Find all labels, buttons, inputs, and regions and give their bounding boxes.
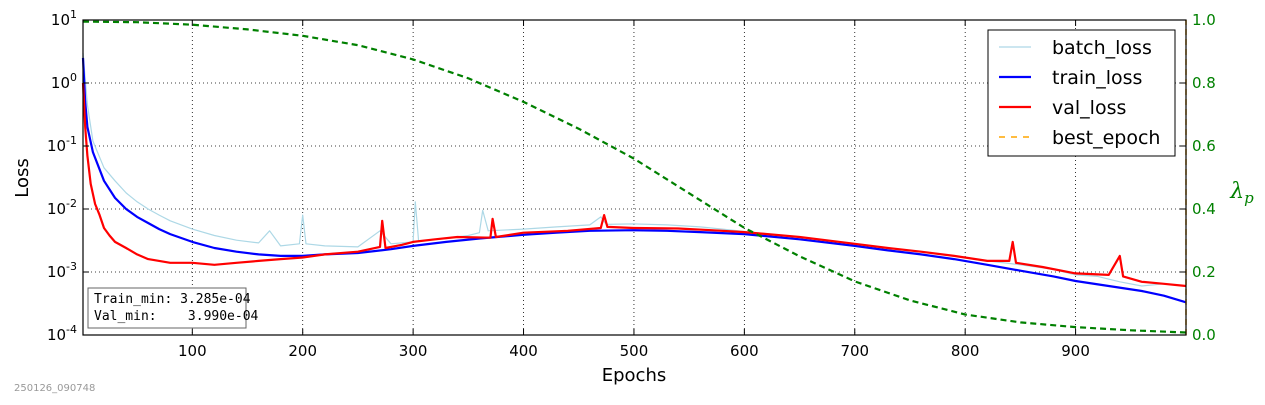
series-line-train-loss xyxy=(81,57,1187,304)
x-axis-ticks: 100 200 300 400 500 600 700 800 900 xyxy=(178,20,1090,360)
right-tick-label: 0.2 xyxy=(1192,263,1216,281)
right-tick-label: 0.0 xyxy=(1192,326,1216,344)
legend-label-batch-loss: batch_loss xyxy=(1052,37,1152,59)
right-tick-label: 0.4 xyxy=(1192,200,1216,218)
x-tick-label: 200 xyxy=(288,342,317,360)
y-tick-label: 10-4 xyxy=(47,323,77,344)
legend-box xyxy=(987,29,1176,157)
y-axis-label: Loss xyxy=(12,158,33,197)
x-tick-label: 900 xyxy=(1061,342,1090,360)
y-tick-label: 10-2 xyxy=(47,197,77,218)
legend-label-train-loss: train_loss xyxy=(1052,67,1142,89)
stats-box: Train_min: 3.285e-04 Val_min: 3.990e-04 xyxy=(87,287,259,329)
y-tick-label: 101 xyxy=(51,8,77,29)
legend-label-val-loss: val_loss xyxy=(1052,97,1126,119)
right-tick-label: 1.0 xyxy=(1192,11,1216,29)
timestamp-label: 250126_090748 xyxy=(14,383,96,394)
x-tick-label: 800 xyxy=(951,342,980,360)
legend: batch_loss train_loss val_loss best_epoch xyxy=(987,29,1176,157)
y-tick-label: 100 xyxy=(51,71,77,92)
x-tick-label: 100 xyxy=(178,342,207,360)
stats-box-frame xyxy=(87,287,247,329)
stats-train-min: Train_min: 3.285e-04 xyxy=(94,292,251,307)
x-axis-label: Epochs xyxy=(602,365,667,386)
series-line-val-loss xyxy=(81,82,1187,288)
x-tick-label: 400 xyxy=(509,342,538,360)
x-tick-label: 700 xyxy=(840,342,869,360)
stats-val-min: Val_min: 3.990e-04 xyxy=(94,309,259,324)
x-tick-label: 500 xyxy=(620,342,649,360)
series-line-lambda-p xyxy=(82,20,1187,334)
plot-frame xyxy=(82,19,1187,336)
y-axis-ticks: 10-4 10-3 10-2 10-1 100 101 xyxy=(47,8,89,344)
right-tick-label: 0.8 xyxy=(1192,74,1216,92)
right-axis-ticks: 0.0 0.2 0.4 0.6 0.8 1.0 xyxy=(1180,11,1216,344)
right-tick-label: 0.6 xyxy=(1192,137,1216,155)
legend-label-best-epoch: best_epoch xyxy=(1052,127,1160,149)
x-tick-label: 300 xyxy=(399,342,428,360)
right-axis-label: λp xyxy=(1229,179,1254,207)
y-tick-label: 10-1 xyxy=(47,134,77,155)
x-tick-label: 600 xyxy=(730,342,759,360)
y-tick-label: 10-3 xyxy=(47,260,77,281)
